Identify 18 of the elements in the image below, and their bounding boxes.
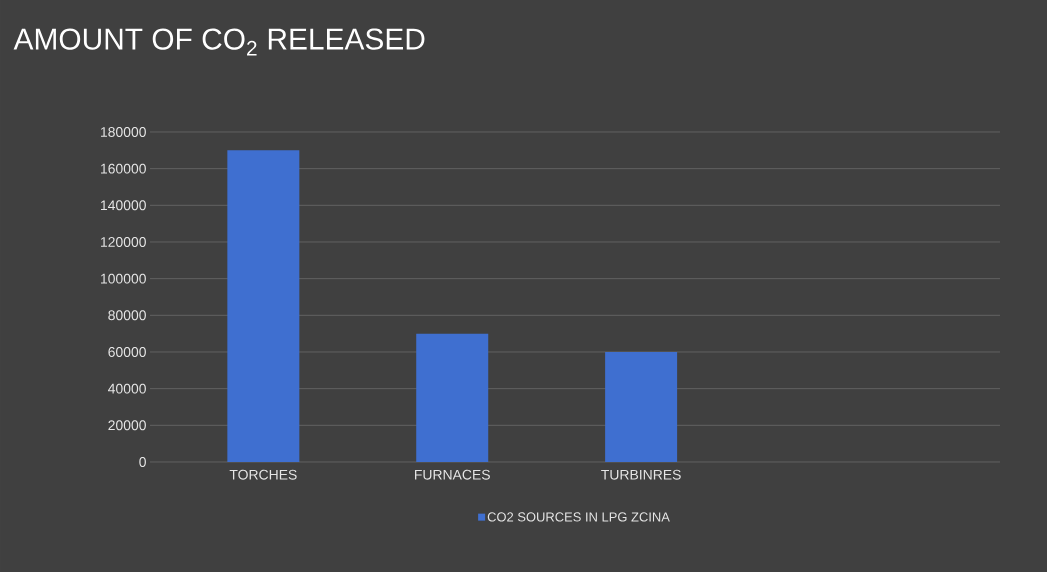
x-tick-label: TURBINRES [601, 469, 681, 480]
y-tick-label: 0 [139, 457, 146, 467]
y-tick-label: 80000 [108, 310, 146, 321]
y-tick-label: 120000 [101, 237, 146, 247]
y-tick-label: 100000 [101, 273, 146, 284]
x-tick-label: TORCHES [229, 469, 297, 480]
bar [416, 333, 489, 462]
bar [605, 351, 678, 462]
legend-label: CO2 SOURCES IN LPG ZCINA [487, 512, 670, 522]
y-tick-label: 60000 [108, 347, 146, 357]
chart-title: AMOUNT OF CO$_{2}$ RELEASED [13, 28, 425, 56]
y-tick-label: 20000 [108, 420, 146, 431]
bar [227, 150, 300, 462]
x-tick-label: FURNACES [415, 469, 490, 480]
y-tick-label: 40000 [108, 383, 146, 394]
y-tick-label: 160000 [101, 163, 146, 174]
y-tick-label: 140000 [101, 200, 146, 211]
y-tick-label: 180000 [101, 127, 146, 137]
